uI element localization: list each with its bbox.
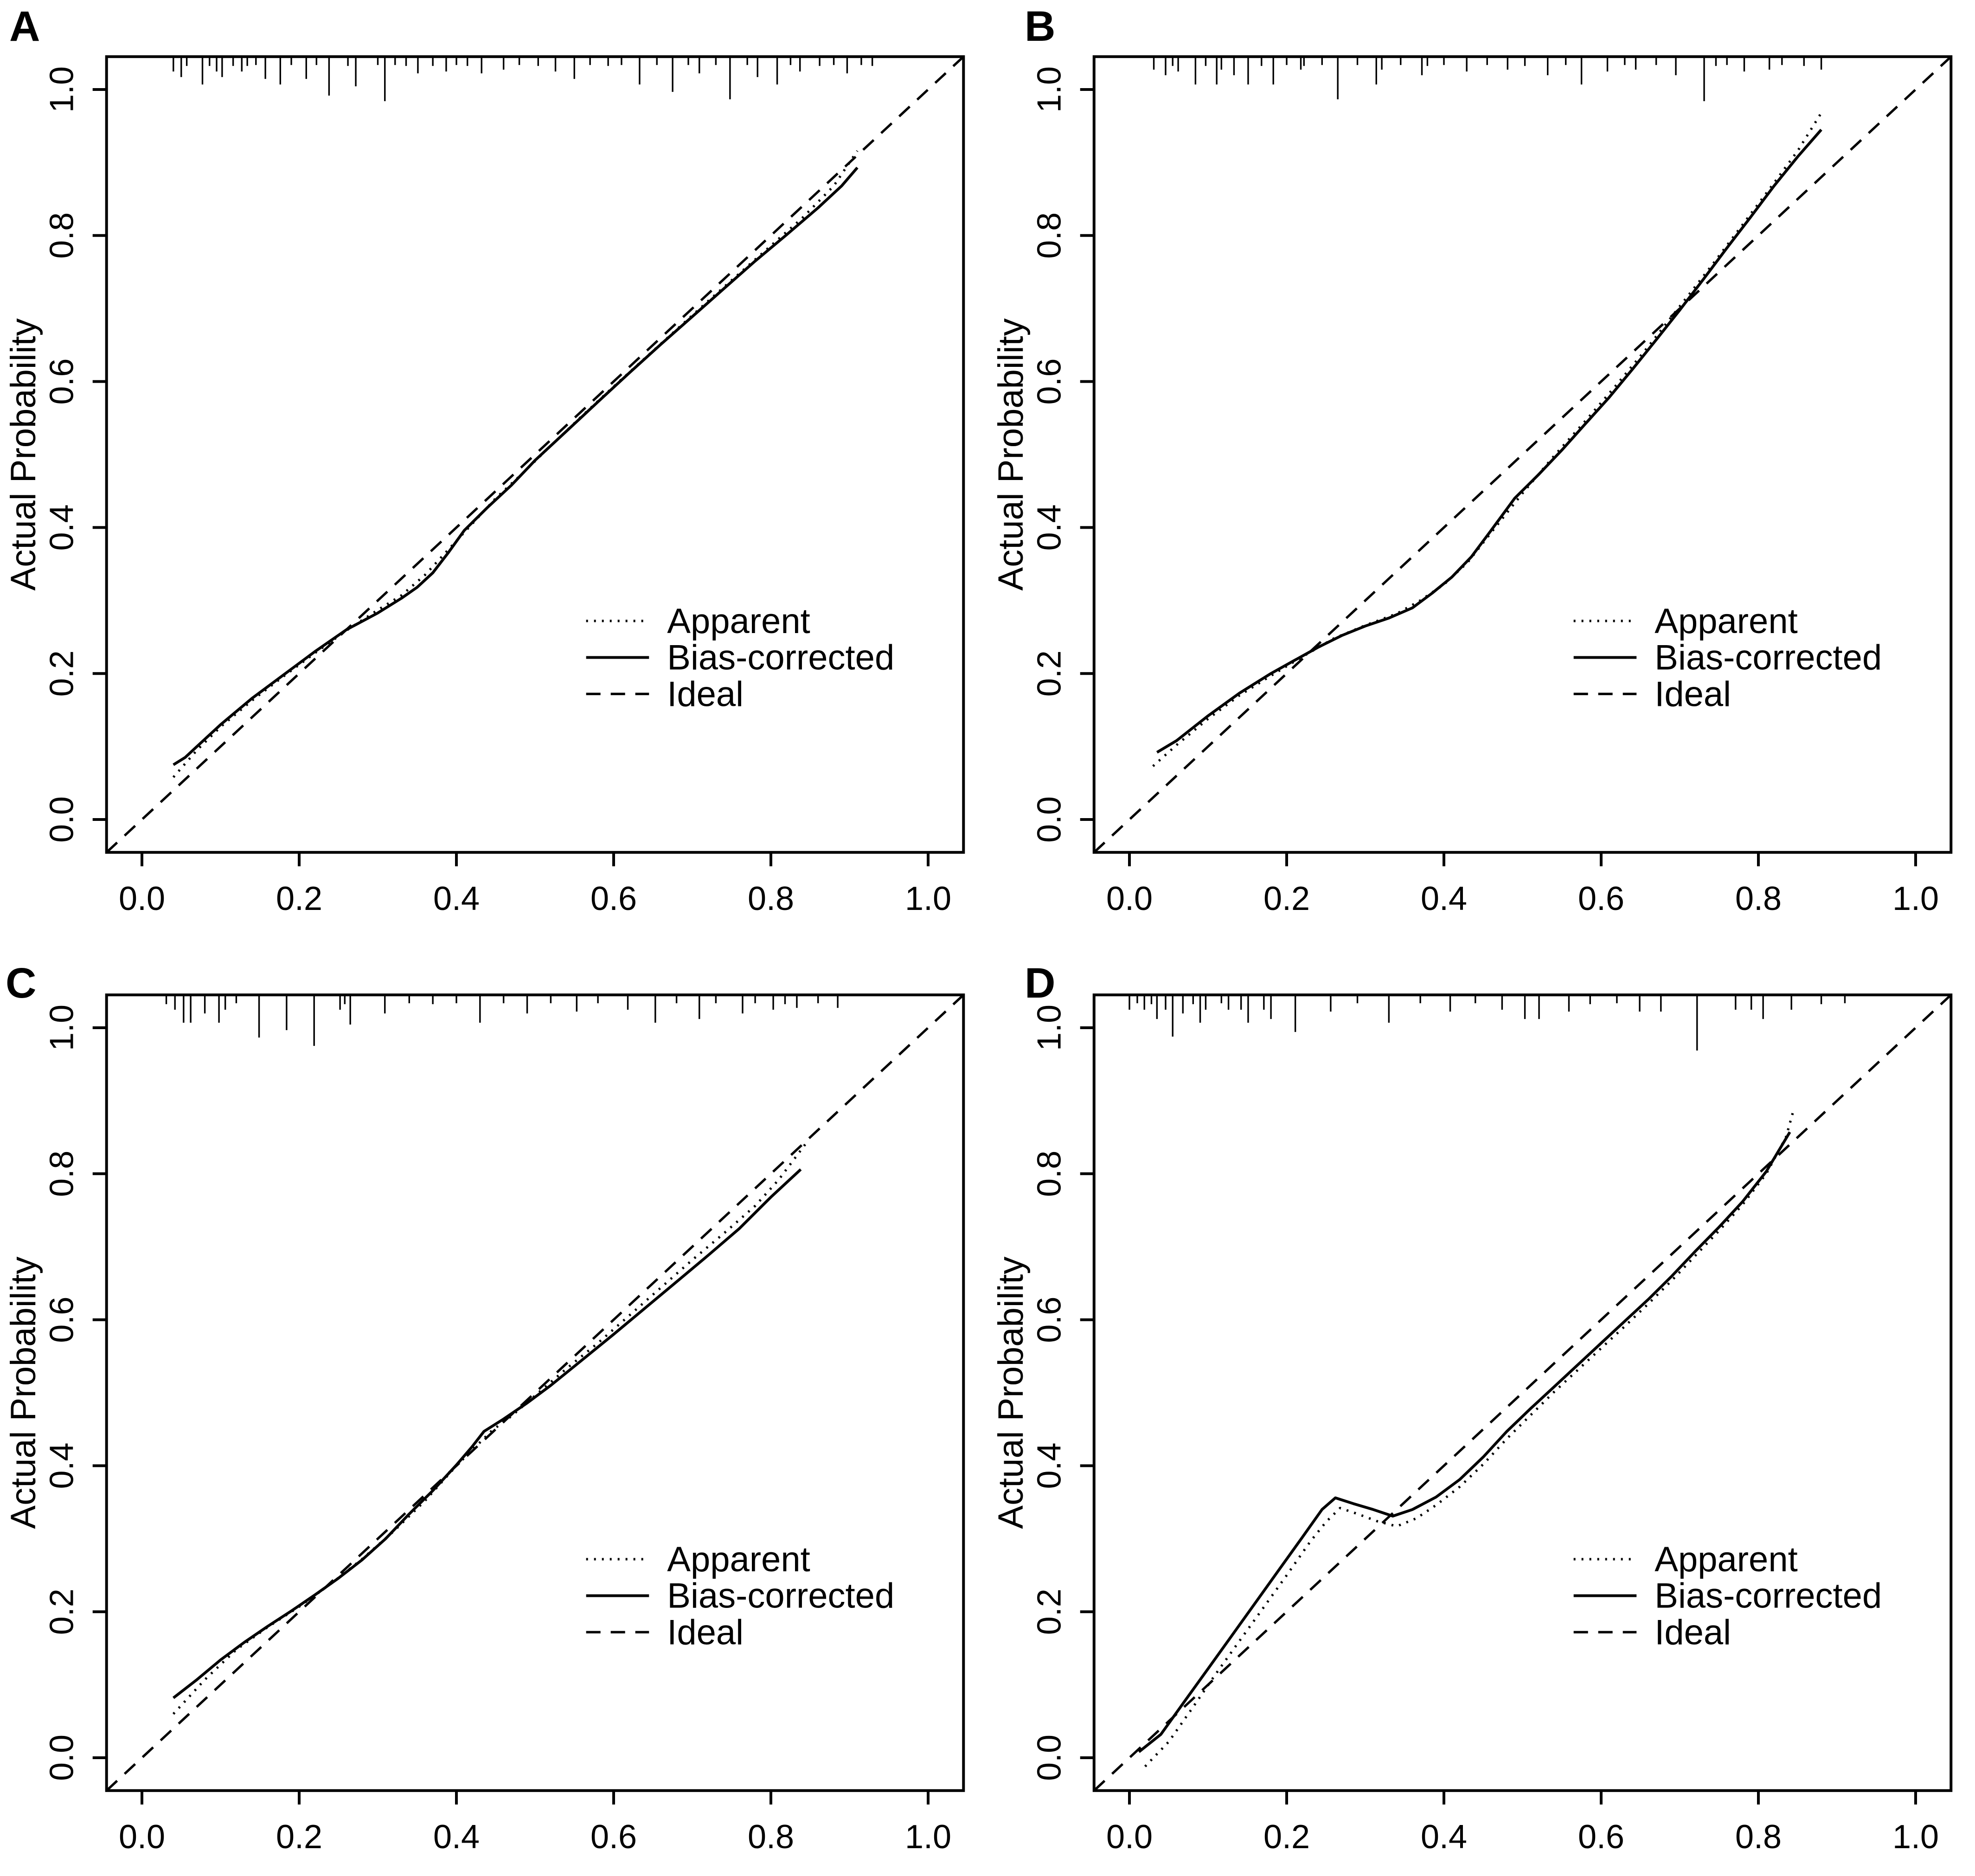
bias-corrected-line <box>1138 1131 1791 1753</box>
y-tick-label: 1.0 <box>1031 1004 1068 1050</box>
x-tick-label: 0.2 <box>276 1818 322 1855</box>
legend-label: Apparent <box>667 602 810 641</box>
x-tick-label: 0.4 <box>1421 880 1467 917</box>
x-tick-label: 0.2 <box>1263 880 1310 917</box>
y-tick-label: 0.4 <box>1031 504 1068 551</box>
y-axis-title: Actual Probability <box>991 1256 1031 1529</box>
panel-c: C 0.0 0.2 0.4 0.6 0.8 1.0 0.0 0.2 0.4 0.6 0.8 1.0 Pre… <box>0 938 988 1876</box>
y-tick-label: 0.0 <box>44 796 81 843</box>
panel-d: D 0.0 0.2 0.4 0.6 0.8 1.0 0.0 0.2 0.4 0.6 0.8 1.0 Pre… <box>988 938 1975 1876</box>
panel-label: B <box>1025 3 1055 50</box>
x-tick-label: 0.8 <box>748 1818 794 1855</box>
legend-label: Ideal <box>667 674 744 714</box>
y-tick-label: 0.8 <box>44 1150 81 1197</box>
x-tick-label: 0.6 <box>1578 1818 1624 1855</box>
y-tick-label: 0.8 <box>1031 212 1068 259</box>
panel-label: A <box>9 3 40 50</box>
ideal-line <box>106 56 964 853</box>
plot-frame <box>105 55 965 854</box>
x-axis-title: Predicted Probability <box>373 934 697 938</box>
x-tick-label: 1.0 <box>905 1818 951 1855</box>
x-tick-label: 0.0 <box>1106 1818 1153 1855</box>
calibration-plot-c: C 0.0 0.2 0.4 0.6 0.8 1.0 0.0 0.2 0.4 0.6 0.8 1.0 Pre… <box>4 960 965 1876</box>
legend-label: Ideal <box>1654 1613 1731 1652</box>
x-tick-label: 0.0 <box>119 1818 165 1855</box>
y-tick-label: 1.0 <box>1031 66 1068 113</box>
y-tick-label: 0.6 <box>1031 359 1068 405</box>
apparent-line <box>172 150 859 778</box>
y-tick-label: 0.0 <box>1031 1734 1068 1780</box>
apparent-line <box>1144 1108 1795 1767</box>
y-tick-label: 0.2 <box>1031 1588 1068 1635</box>
x-tick-label: 0.6 <box>590 1818 637 1855</box>
x-tick-label: 0.2 <box>276 880 322 917</box>
y-tick-label: 0.0 <box>1031 796 1068 843</box>
x-axis-title: Predicted Probability <box>373 1872 697 1876</box>
bias-corrected-line <box>173 166 859 766</box>
x-tick-label: 1.0 <box>1892 880 1939 917</box>
plot-frame <box>105 993 965 1792</box>
y-tick-label: 0.0 <box>44 1734 81 1780</box>
x-tick-label: 0.8 <box>1735 880 1782 917</box>
y-tick-label: 0.6 <box>1031 1296 1068 1343</box>
legend-label: Apparent <box>667 1539 810 1579</box>
y-axis-title: Actual Probability <box>4 318 43 590</box>
ideal-line <box>106 993 964 1792</box>
legend-label: Bias-corrected <box>667 1576 894 1615</box>
y-tick-label: 0.4 <box>44 1442 81 1489</box>
y-tick-label: 0.4 <box>44 504 81 551</box>
y-tick-label: 0.8 <box>44 212 81 259</box>
x-axis-title: Predicted Probability <box>1361 1872 1684 1876</box>
y-tick-label: 0.6 <box>44 1296 81 1343</box>
y-tick-label: 1.0 <box>44 1004 81 1050</box>
legend-label: Apparent <box>1654 1539 1797 1579</box>
x-tick-label: 0.6 <box>590 880 637 917</box>
plot-frame <box>1092 55 1953 854</box>
x-tick-label: 1.0 <box>905 880 951 917</box>
x-tick-label: 0.6 <box>1578 880 1624 917</box>
x-tick-label: 0.0 <box>1106 880 1153 917</box>
x-tick-label: 0.4 <box>433 880 480 917</box>
x-tick-label: 0.4 <box>1421 1818 1467 1855</box>
calibration-plot-a: A 0.0 0.2 0.4 0.6 0.8 1.0 0.0 0.2 0.4 0.6 0.8 1.0 Pre… <box>4 3 965 938</box>
y-tick-label: 0.8 <box>1031 1150 1068 1197</box>
y-tick-label: 0.6 <box>44 359 81 405</box>
panel-a: A 0.0 0.2 0.4 0.6 0.8 1.0 0.0 0.2 0.4 0.6 0.8 1.0 Pre… <box>0 0 988 938</box>
bias-corrected-line <box>172 1168 802 1699</box>
x-tick-label: 1.0 <box>1892 1818 1939 1855</box>
calibration-plot-d: D 0.0 0.2 0.4 0.6 0.8 1.0 0.0 0.2 0.4 0.6 0.8 1.0 Pre… <box>991 960 1953 1876</box>
x-tick-label: 0.0 <box>119 880 165 917</box>
y-tick-label: 1.0 <box>44 66 81 113</box>
apparent-line <box>1152 112 1822 767</box>
legend-label: Bias-corrected <box>1654 638 1882 678</box>
bias-corrected-line <box>1156 128 1822 754</box>
legend-label: Bias-corrected <box>667 638 894 678</box>
legend-label: Ideal <box>667 1613 744 1652</box>
calibration-plot-b: B 0.0 0.2 0.4 0.6 0.8 1.0 0.0 0.2 0.4 0.6 0.8 1.0 Pre… <box>991 3 1953 938</box>
x-axis-title: Predicted Probability <box>1361 934 1684 938</box>
y-tick-label: 0.2 <box>44 1588 81 1635</box>
y-tick-label: 0.4 <box>1031 1442 1068 1489</box>
y-tick-label: 0.2 <box>44 650 81 697</box>
panel-label: C <box>6 960 36 1007</box>
legend-label: Ideal <box>1654 674 1731 714</box>
panel-label: D <box>1025 960 1055 1007</box>
panel-b: B 0.0 0.2 0.4 0.6 0.8 1.0 0.0 0.2 0.4 0.6 0.8 1.0 Pre… <box>988 0 1975 938</box>
legend-label: Bias-corrected <box>1654 1576 1882 1615</box>
y-axis-title: Actual Probability <box>991 318 1031 590</box>
y-axis-title: Actual Probability <box>4 1256 43 1529</box>
ideal-line <box>1093 56 1952 853</box>
y-tick-label: 0.2 <box>1031 650 1068 697</box>
x-tick-label: 0.8 <box>748 880 794 917</box>
x-tick-label: 0.2 <box>1263 1818 1310 1855</box>
plot-frame <box>1092 993 1953 1792</box>
legend-label: Apparent <box>1654 602 1797 641</box>
x-tick-label: 0.8 <box>1735 1818 1782 1855</box>
x-tick-label: 0.4 <box>433 1818 480 1855</box>
ideal-line <box>1093 993 1952 1792</box>
